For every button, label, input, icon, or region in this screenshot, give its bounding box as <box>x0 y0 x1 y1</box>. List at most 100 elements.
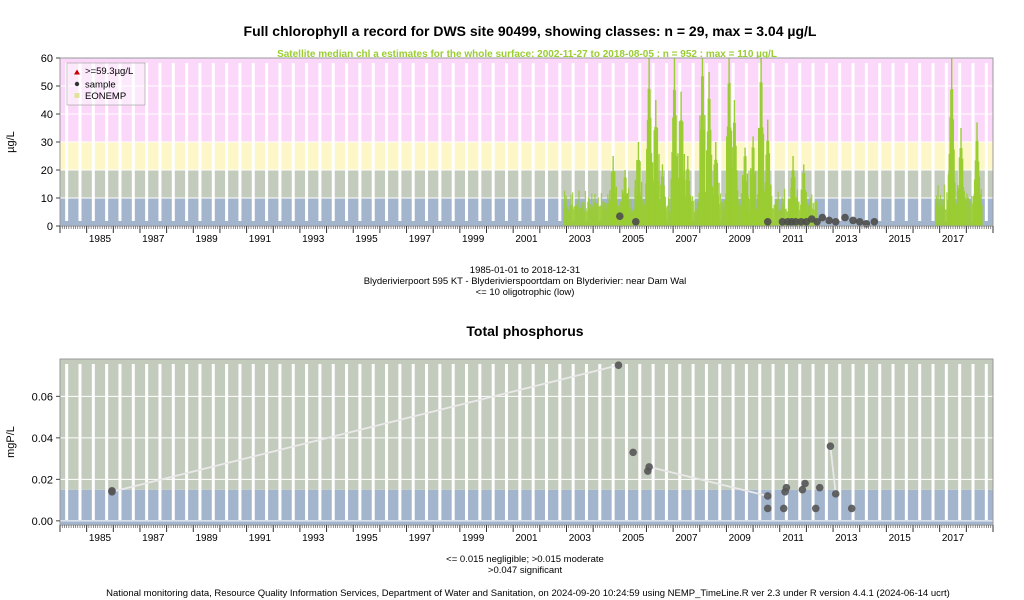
chart2-ytick-label-0: 0.00 <box>32 516 53 528</box>
chart1-sample-point-6 <box>791 218 800 226</box>
chart1-satellite-peak-1 <box>621 170 630 226</box>
chart1-ytick-label-2: 20 <box>41 165 53 177</box>
chart2-xtick-label-1991: 1991 <box>249 533 272 544</box>
chart2-data-point-14 <box>815 483 824 492</box>
chart1-sample-point-16 <box>855 218 864 226</box>
chart1-legend-label-0: >=59.3µg/L <box>85 66 133 77</box>
chart2-data-point-2 <box>614 361 623 370</box>
chart2-xtick-label-1987: 1987 <box>142 533 165 544</box>
chart2-vertical-grid <box>65 364 988 520</box>
chart1-satellite-peak-13 <box>730 100 739 226</box>
chart1-legend-box <box>66 62 146 106</box>
chart1-xtick-label-1993: 1993 <box>302 234 325 245</box>
chart1-satellite-peak-18 <box>789 156 797 226</box>
chart2-band-1 <box>60 359 993 490</box>
chart1-xtick-label-2017: 2017 <box>942 234 965 245</box>
chart2-xtick-label-2003: 2003 <box>569 533 592 544</box>
chart2-x-minor-ticks <box>59 525 994 528</box>
chart1-subtitle: Satellite median chl a estimates for the… <box>277 49 777 60</box>
chart1-ytick-label-1: 10 <box>41 193 53 205</box>
chart2-data-point-5 <box>645 463 653 471</box>
chart1-satellite-peak-22 <box>973 122 981 226</box>
chart1-legend-square-icon <box>74 93 80 98</box>
chart1-xtick-label-2005: 2005 <box>622 234 645 245</box>
chart1-xtick-label-2007: 2007 <box>675 234 698 245</box>
chart2-caption-line-2: >0.047 significant <box>488 565 563 576</box>
chart1-sample-point-14 <box>841 213 849 222</box>
chart2-xtick-label-1999: 1999 <box>462 533 485 544</box>
chart1-xtick-label-1995: 1995 <box>355 234 378 245</box>
chart1-satellite-peak-14 <box>741 147 749 226</box>
chart1-satellite-peak-11 <box>711 142 720 226</box>
chart1-satellite-peak-15 <box>749 136 757 226</box>
chart2-data-point-16 <box>831 490 840 498</box>
chart1-band-2 <box>60 142 993 170</box>
chart1-sample-point-18 <box>870 218 879 226</box>
chart2-xtick-label-2005: 2005 <box>622 533 645 544</box>
chart2-xtick-label-2017: 2017 <box>942 533 965 544</box>
chart1-title: Full chlorophyll a record for DWS site 9… <box>244 23 817 39</box>
chart1-satellite-peak-6 <box>670 58 679 226</box>
chart1-xtick-label-2015: 2015 <box>889 234 912 245</box>
chart1-ytick-label-6: 60 <box>41 53 53 65</box>
chart2-horizontal-grid <box>60 395 993 522</box>
chart2-plot-area: 0.00 0.02 0.04 0.06 1985 1987 1989 1991 1993 1995… <box>32 358 994 544</box>
chart1-xtick-label-1985: 1985 <box>89 234 112 245</box>
chart2-data-point-3 <box>629 448 637 457</box>
chart1-sample-point-1 <box>631 218 640 226</box>
chart2-data-point-11 <box>798 485 807 494</box>
chart1-ytick-label-0: 0 <box>47 221 53 233</box>
chart1-satellite-peak-21 <box>957 128 965 226</box>
chart1-satellite-peak-3 <box>645 58 654 226</box>
chart2-xtick-label-1995: 1995 <box>355 533 378 544</box>
chart2-title: Total phosphorus <box>466 323 583 339</box>
chart2-data-point-15 <box>826 442 835 450</box>
chart1-legend-label-2: EONEMP <box>85 91 126 102</box>
chart2-data-point-17 <box>847 504 856 513</box>
chart1-xtick-label-1997: 1997 <box>409 234 432 245</box>
chart1-satellite-peak-10 <box>705 72 714 226</box>
chart1-legend-dot-icon <box>74 81 80 87</box>
chart2-data-point-1 <box>108 486 116 495</box>
chart1-satellite-peak-5 <box>658 164 667 226</box>
chart1-satellite-peak-4 <box>651 100 660 226</box>
chart1-xtick-label-1991: 1991 <box>249 234 272 245</box>
chart2-data-point-10 <box>782 483 791 492</box>
chart2-ytick-label-3: 0.06 <box>32 391 53 403</box>
chart2-xtick-label-1985: 1985 <box>89 533 112 544</box>
chart1-xtick-label-2013: 2013 <box>835 234 858 245</box>
chart1-satellite-peak-8 <box>683 156 692 226</box>
chart1-xtick-label-2011: 2011 <box>782 234 804 245</box>
chart1-caption-line-2: Blyderivierpoort 595 KT - Blyderivierspo… <box>364 276 687 287</box>
chart1-legend-triangle-icon <box>74 69 80 75</box>
chart2-xtick-label-2007: 2007 <box>675 533 698 544</box>
chart1-satellite-peak-0 <box>609 156 618 226</box>
chart1-ytick-label-5: 50 <box>41 81 53 93</box>
chart2-trend-line-0 <box>111 364 619 493</box>
chart1-sample-point-2 <box>763 218 772 226</box>
chart1-sample-point-3 <box>778 218 787 226</box>
chart2-data-point-6 <box>763 492 772 500</box>
chart2-xtick-label-2013: 2013 <box>835 533 858 544</box>
chart2-xtick-label-2011: 2011 <box>782 533 804 544</box>
chart1-xtick-label-2001: 2001 <box>515 234 538 245</box>
chart1-sample-point-7 <box>797 218 805 226</box>
chart1-sample-point-10 <box>813 218 821 226</box>
chart2-data-point-13 <box>811 504 820 513</box>
chart2-data-point-8 <box>779 504 788 513</box>
chart1-caption-line-3: <= 10 oligotrophic (low) <box>476 287 575 298</box>
chart1-xtick-label-1999: 1999 <box>462 234 485 245</box>
chart1-legend-label-1: sample <box>85 80 116 91</box>
chart1-sample-point-0 <box>616 212 624 220</box>
chart1-ylabel: µg/L <box>5 131 17 153</box>
chart1-caption-line-1: 1985-01-01 to 2018-12-31 <box>470 265 580 276</box>
chart2-ytick-label-2: 0.04 <box>32 433 53 445</box>
chart2-data-point-12 <box>801 479 809 488</box>
chart2-xtick-label-1989: 1989 <box>195 533 218 544</box>
chart2-ylabel: mgP/L <box>5 426 17 458</box>
footer-credit: National monitoring data, Resource Quali… <box>106 588 950 599</box>
chart2-caption-line-1: <= 0.015 negligible; >0.015 moderate <box>446 554 604 565</box>
